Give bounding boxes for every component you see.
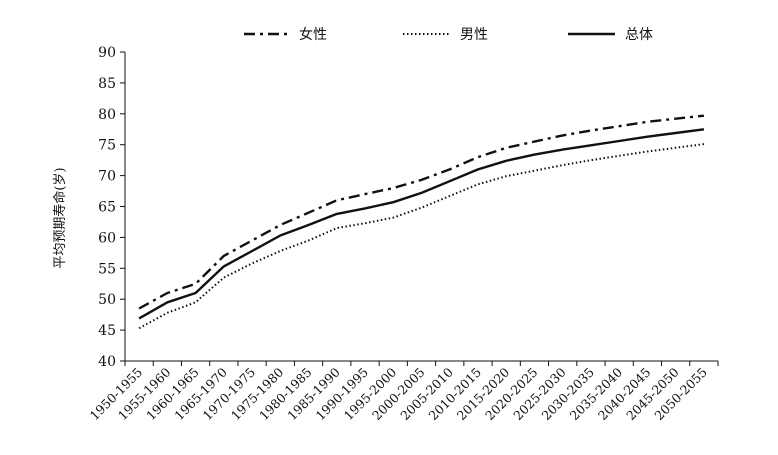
y-tick-label: 60 xyxy=(98,230,116,246)
y-tick-label: 80 xyxy=(98,107,116,123)
y-tick-label: 75 xyxy=(98,138,116,154)
x-axis: 1950-19551955-19601960-19651965-19701970… xyxy=(87,361,718,423)
legend-item: 男性 xyxy=(403,27,488,43)
y-tick-label: 55 xyxy=(98,261,116,277)
series-line-dashdot xyxy=(139,116,704,309)
legend-label: 男性 xyxy=(460,27,488,43)
y-tick-label: 45 xyxy=(98,323,116,339)
y-tick-label: 85 xyxy=(98,76,116,92)
legend: 女性 男性 总体 xyxy=(244,26,653,43)
y-tick-label: 50 xyxy=(98,292,116,308)
y-tick-label: 90 xyxy=(98,45,116,61)
y-axis-title: 平均预期寿命(岁) xyxy=(52,167,68,268)
legend-label: 女性 xyxy=(299,26,327,43)
series-line-solid xyxy=(139,129,704,318)
y-axis: 40 45 50 55 60 65 70 75 80 85 90 xyxy=(98,45,125,370)
y-tick-label: 65 xyxy=(98,200,116,216)
legend-item: 女性 xyxy=(244,26,327,43)
y-tick-label: 40 xyxy=(98,354,116,370)
legend-item: 总体 xyxy=(568,27,653,43)
series-line-dotted xyxy=(139,144,704,328)
series-lines xyxy=(139,116,704,329)
y-tick-label: 70 xyxy=(98,169,116,185)
legend-label: 总体 xyxy=(625,27,653,43)
